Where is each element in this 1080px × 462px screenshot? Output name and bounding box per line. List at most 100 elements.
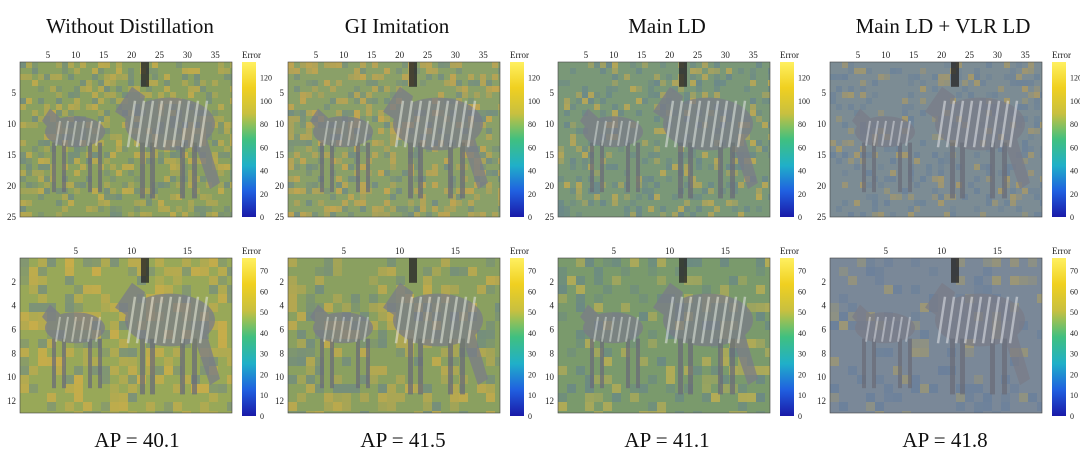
y-tick-label: 8 — [822, 348, 827, 358]
colorbar-tick-label: 120 — [1070, 74, 1080, 83]
y-tick-label: 10 — [7, 119, 17, 129]
colorbar-label: Error — [242, 246, 261, 256]
x-tick-label: 30 — [721, 50, 731, 60]
heatmap-panel-r1-c1: 5 10 15 2 4 6 8 10 12 — [275, 246, 501, 414]
colorbar-tick-label: 80 — [1070, 120, 1078, 129]
x-tick-label: 15 — [99, 50, 109, 60]
x-tick-label: 35 — [749, 50, 759, 60]
colorbar-tick-label: 50 — [528, 308, 536, 317]
y-tick-label: 10 — [7, 372, 17, 382]
zebra-silhouette — [852, 282, 1030, 395]
zebra-silhouette — [852, 86, 1030, 199]
y-tick-label: 12 — [545, 396, 554, 406]
colorbar-tick-label: 50 — [798, 308, 806, 317]
x-tick-label: 5 — [314, 50, 319, 60]
y-tick-label: 8 — [280, 348, 285, 358]
y-tick-label: 12 — [275, 396, 284, 406]
column-title-gi-imitation: GI Imitation — [344, 14, 450, 38]
y-tick-label: 25 — [7, 212, 17, 222]
y-tick-label: 6 — [822, 325, 827, 335]
x-tick-label: 35 — [1021, 50, 1031, 60]
colorbar-tick-label: 40 — [528, 329, 536, 338]
y-tick-label: 25 — [275, 212, 285, 222]
colorbar-tick-label: 20 — [1070, 190, 1078, 199]
column-title-main-ld-vlr-ld: Main LD + VLR LD — [855, 14, 1031, 38]
colorbar-tick-label: 40 — [260, 329, 268, 338]
y-tick-label: 15 — [817, 150, 827, 160]
colorbar-tick-label: 80 — [798, 120, 806, 129]
x-tick-label: 5 — [342, 246, 347, 256]
colorbar-tick-label: 40 — [260, 167, 268, 176]
colorbar-tick-label: 40 — [798, 167, 806, 176]
colorbar-tick-label: 10 — [528, 391, 536, 400]
x-tick-label: 10 — [71, 50, 81, 60]
x-tick-label: 10 — [127, 246, 137, 256]
colorbar-label: Error — [1052, 50, 1071, 60]
colorbar-tick-label: 70 — [528, 267, 536, 276]
colorbar-tick-label: 30 — [1070, 350, 1078, 359]
y-tick-label: 15 — [7, 150, 17, 160]
y-tick-label: 15 — [545, 150, 555, 160]
colorbar-label: Error — [242, 50, 261, 60]
heatmap-panel-r0-c3: 5 10 15 20 25 30 35 5 10 15 20 25 — [817, 50, 1043, 222]
colorbar-tick-label: 0 — [798, 213, 802, 222]
y-tick-label: 5 — [12, 88, 17, 98]
x-tick-label: 15 — [637, 50, 647, 60]
colorbar-r1-c0: Error 0 10 20 30 40 50 60 70 — [242, 246, 268, 421]
heatmap-image — [558, 62, 770, 217]
y-tick-label: 12 — [817, 396, 826, 406]
zebra-silhouette — [580, 86, 758, 199]
heatmap-image — [558, 258, 770, 413]
colorbar-r0-c0: Error 0 20 40 60 80 100 120 — [242, 50, 272, 222]
y-tick-label: 25 — [817, 212, 827, 222]
y-tick-label: 5 — [550, 88, 555, 98]
colorbar-tick-label: 80 — [260, 120, 268, 129]
x-tick-label: 30 — [183, 50, 193, 60]
x-tick-label: 15 — [183, 246, 193, 256]
x-tick-label: 5 — [46, 50, 51, 60]
colorbar-tick-label: 100 — [528, 97, 540, 106]
colorbar-tick-label: 20 — [798, 370, 806, 379]
x-tick-label: 10 — [665, 246, 675, 256]
x-tick-label: 5 — [74, 246, 79, 256]
y-tick-label: 10 — [275, 119, 285, 129]
x-tick-label: 25 — [423, 50, 433, 60]
x-tick-label: 25 — [693, 50, 703, 60]
y-tick-label: 25 — [545, 212, 555, 222]
y-tick-label: 4 — [822, 301, 827, 311]
x-tick-label: 15 — [909, 50, 919, 60]
colorbar-tick-label: 120 — [260, 74, 272, 83]
colorbar-r0-c3: Error 0 20 40 60 80 100 120 — [1052, 50, 1080, 222]
column-title-main-ld: Main LD — [628, 14, 706, 38]
x-tick-label: 15 — [721, 246, 731, 256]
x-tick-label: 30 — [451, 50, 461, 60]
y-tick-label: 15 — [275, 150, 285, 160]
x-tick-label: 15 — [367, 50, 377, 60]
x-tick-label: 30 — [993, 50, 1003, 60]
colorbar-tick-label: 60 — [528, 287, 536, 296]
heatmap-image — [288, 62, 500, 217]
y-tick-label: 2 — [822, 277, 827, 287]
y-tick-label: 12 — [7, 396, 16, 406]
x-tick-label: 15 — [451, 246, 461, 256]
ap-label-gi-imitation: AP = 41.5 — [360, 428, 446, 452]
x-tick-label: 5 — [884, 246, 889, 256]
x-tick-label: 10 — [395, 246, 405, 256]
colorbar-tick-label: 100 — [260, 97, 272, 106]
y-tick-label: 8 — [12, 348, 17, 358]
colorbar-tick-label: 100 — [1070, 97, 1080, 106]
colorbar-tick-label: 20 — [260, 190, 268, 199]
y-tick-label: 4 — [12, 301, 17, 311]
colorbar-tick-label: 60 — [1070, 287, 1078, 296]
column-title-without-distillation: Without Distillation — [46, 14, 214, 38]
x-tick-label: 10 — [609, 50, 619, 60]
x-tick-label: 35 — [211, 50, 221, 60]
colorbar-tick-label: 0 — [528, 213, 532, 222]
y-tick-label: 10 — [275, 372, 285, 382]
heatmap-panel-r0-c0: 5 10 15 20 25 30 35 5 10 15 20 25 — [7, 50, 233, 222]
x-tick-label: 10 — [881, 50, 891, 60]
colorbar-r1-c1: Error 0 10 20 30 40 50 60 70 — [510, 246, 536, 421]
y-tick-label: 10 — [545, 372, 555, 382]
x-tick-label: 10 — [339, 50, 349, 60]
y-tick-label: 5 — [822, 88, 827, 98]
